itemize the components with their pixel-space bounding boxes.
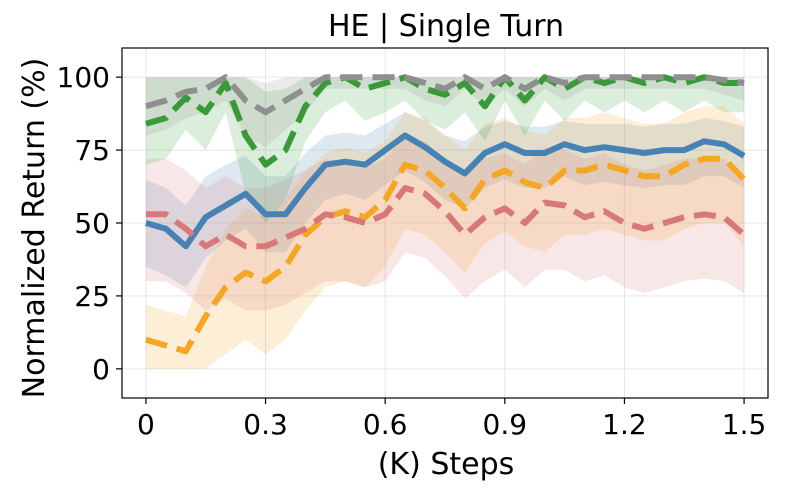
series-1-line [145, 155, 747, 355]
y-tick-label-4: 100 [57, 61, 110, 94]
x-tick-label-3: 0.9 [483, 408, 528, 441]
series-3-line [145, 74, 745, 168]
series-lines [145, 74, 747, 355]
x-tick-label-0: 0 [137, 408, 155, 441]
x-tick-label-1: 0.3 [243, 408, 288, 441]
y-axis-label: Normalized Return (%) [17, 58, 52, 399]
series-1-band [145, 106, 745, 369]
x-tick-label-4: 1.2 [602, 408, 647, 441]
x-axis-ticks: 0 0.3 0.6 0.9 1.2 1.5 [137, 398, 766, 441]
y-axis-ticks: 0 25 50 75 100 [57, 61, 122, 386]
series-2-band [145, 135, 745, 311]
x-axis-label: (K) Steps [378, 447, 515, 482]
series-4-line [145, 74, 745, 116]
chart-title: HE | Single Turn [328, 9, 564, 44]
series-0-band [145, 112, 745, 288]
series-0-line [145, 132, 746, 250]
x-tick-label-5: 1.5 [722, 408, 767, 441]
y-tick-label-0: 0 [92, 353, 110, 386]
confidence-bands [145, 77, 745, 369]
series-3-band [145, 77, 745, 223]
y-tick-label-2: 50 [74, 207, 110, 240]
y-tick-label-1: 25 [74, 280, 110, 313]
series-2-line [145, 185, 747, 250]
y-tick-label-3: 75 [74, 134, 110, 167]
x-tick-label-2: 0.6 [363, 408, 408, 441]
